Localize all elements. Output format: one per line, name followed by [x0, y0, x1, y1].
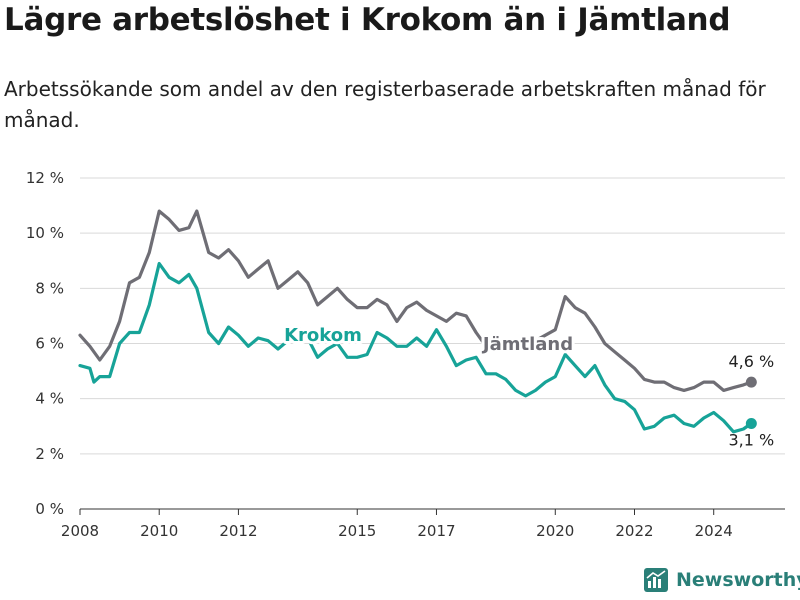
series-annotation-krokom: Krokom	[284, 325, 362, 346]
series-line-krokom	[78, 261, 753, 434]
x-tick-label: 2020	[536, 522, 574, 540]
label-layer: 4,6 % 3,1 % Krokom Jämtland	[281, 322, 774, 449]
x-tick-label: 2024	[695, 522, 733, 540]
end-label-krokom: 3,1 %	[728, 430, 774, 449]
y-tick-label: 12 %	[26, 169, 64, 187]
x-tick-label: 2012	[219, 522, 257, 540]
x-tick-label: 2022	[615, 522, 653, 540]
end-label-jamtland: 4,6 %	[728, 352, 774, 371]
x-axis-ticks: 2008 2010 2012 2015 2017 2020 2022 2024	[61, 509, 733, 540]
y-tick-label: 4 %	[35, 390, 64, 408]
end-point-krokom	[745, 417, 757, 429]
series-line-jamtland	[78, 209, 753, 392]
x-tick-label: 2015	[338, 522, 376, 540]
y-tick-label: 0 %	[35, 500, 64, 518]
y-tick-label: 6 %	[35, 335, 64, 353]
y-axis-ticks: 0 % 2 % 4 % 6 % 8 % 10 % 12 %	[26, 169, 64, 518]
series-annotation-jamtland: Jämtland	[481, 334, 573, 355]
x-tick-label: 2010	[140, 522, 178, 540]
brand-name: Newsworthy	[676, 569, 800, 591]
newsworthy-brand: Newsworthy	[644, 568, 800, 592]
chart-title: Lägre arbetslöshet i Krokom än i Jämtlan…	[4, 2, 731, 38]
chart-subtitle: Arbetssökande som andel av den registerb…	[4, 77, 766, 132]
x-tick-label: 2017	[417, 522, 455, 540]
y-tick-label: 2 %	[35, 445, 64, 463]
y-tick-label: 8 %	[35, 279, 64, 297]
newsworthy-logo-icon	[644, 568, 668, 592]
x-tick-label: 2008	[61, 522, 99, 540]
series-layer	[78, 209, 757, 434]
end-point-jamtland	[745, 376, 757, 388]
y-tick-label: 10 %	[26, 224, 64, 242]
